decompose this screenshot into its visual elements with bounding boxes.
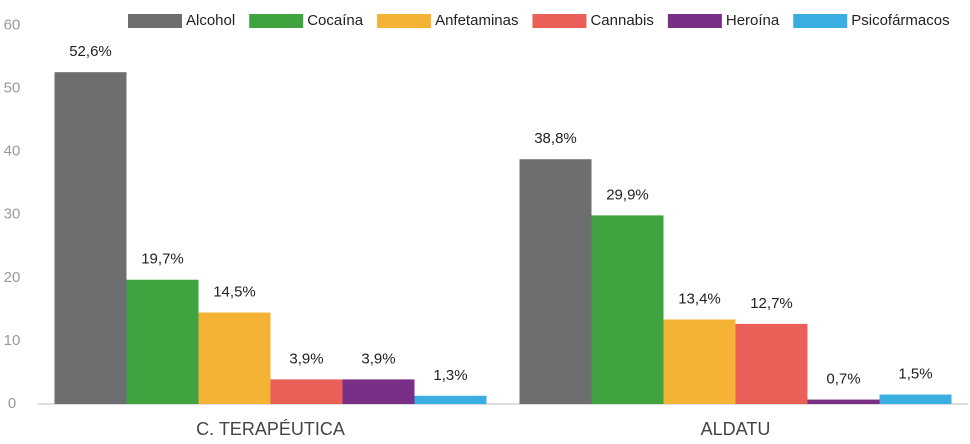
data-label: 38,8% bbox=[534, 130, 577, 147]
data-label: 13,4% bbox=[678, 290, 721, 307]
data-label: 12,7% bbox=[750, 295, 793, 312]
data-label: 14,5% bbox=[213, 283, 256, 300]
bar bbox=[54, 72, 127, 404]
legend-label: Heroína bbox=[726, 12, 780, 29]
bar bbox=[591, 215, 664, 404]
legend-label: Cocaína bbox=[307, 12, 364, 29]
x-tick-label: C. TERAPÉUTICA bbox=[196, 419, 345, 439]
bar bbox=[342, 379, 415, 404]
bar bbox=[807, 399, 880, 404]
data-label: 1,3% bbox=[433, 367, 467, 384]
y-tick-label: 0 bbox=[8, 395, 16, 412]
legend-label: Anfetaminas bbox=[435, 12, 518, 29]
bar bbox=[198, 312, 271, 404]
bar bbox=[270, 379, 343, 404]
data-label: 3,9% bbox=[289, 350, 323, 367]
legend-swatch bbox=[377, 14, 432, 28]
data-label: 3,9% bbox=[361, 350, 395, 367]
y-tick-label: 60 bbox=[4, 16, 21, 33]
x-tick-label: ALDATU bbox=[701, 419, 771, 439]
legend-swatch bbox=[667, 14, 722, 28]
data-label: 0,7% bbox=[826, 371, 860, 388]
y-tick-label: 20 bbox=[4, 269, 21, 286]
bar bbox=[126, 279, 199, 404]
legend-label: Cannabis bbox=[590, 12, 653, 29]
legend-swatch bbox=[793, 14, 848, 28]
y-tick-label: 40 bbox=[4, 143, 21, 160]
legend-label: Psicofármacos bbox=[851, 12, 949, 29]
data-label: 1,5% bbox=[898, 366, 932, 383]
legend-label: Alcohol bbox=[186, 12, 235, 29]
bar bbox=[519, 159, 592, 404]
y-tick-label: 10 bbox=[4, 332, 21, 349]
legend-swatch bbox=[249, 14, 304, 28]
y-tick-label: 30 bbox=[4, 206, 21, 223]
bar bbox=[735, 323, 808, 404]
legend-swatch bbox=[532, 14, 587, 28]
legend-swatch bbox=[128, 14, 182, 28]
data-label: 19,7% bbox=[141, 251, 184, 268]
bar bbox=[879, 394, 952, 404]
data-label: 29,9% bbox=[606, 186, 649, 203]
bar bbox=[414, 395, 487, 404]
y-tick-label: 50 bbox=[4, 80, 21, 97]
data-label: 52,6% bbox=[69, 43, 112, 60]
bar bbox=[663, 319, 736, 404]
